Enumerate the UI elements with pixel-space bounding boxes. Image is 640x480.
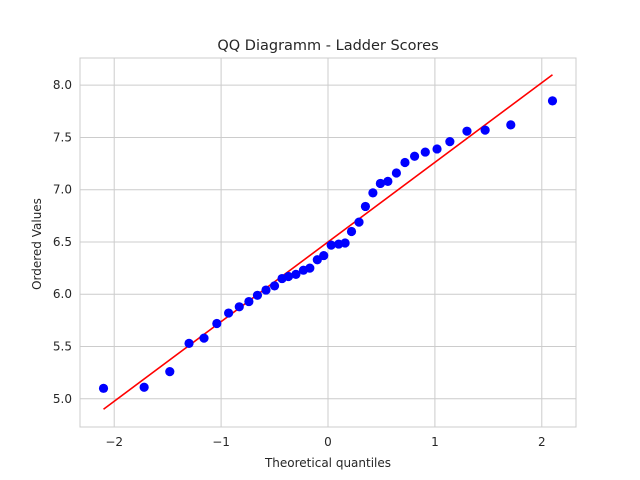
data-point <box>340 238 350 248</box>
data-point <box>252 290 263 300</box>
data-point <box>223 308 234 318</box>
data-point <box>391 168 402 178</box>
x-axis-label: Theoretical quantiles <box>264 456 391 470</box>
x-tick-label: −1 <box>212 435 230 449</box>
data-point <box>98 383 109 393</box>
data-points <box>98 96 558 393</box>
y-tick-label: 7.5 <box>53 130 72 144</box>
data-point <box>319 250 329 261</box>
y-tick-label: 6.5 <box>53 235 72 249</box>
data-point <box>346 226 357 237</box>
y-tick-label: 7.0 <box>53 183 72 197</box>
data-point <box>400 157 410 168</box>
y-tick-label: 5.0 <box>53 392 72 406</box>
data-point <box>269 281 280 291</box>
data-point <box>445 137 455 147</box>
x-tick-label: −2 <box>105 435 123 449</box>
data-point <box>420 147 430 157</box>
data-point <box>234 302 244 312</box>
data-point <box>432 144 442 154</box>
data-point <box>383 176 393 186</box>
data-point <box>409 151 420 161</box>
data-point <box>305 263 315 273</box>
data-point <box>244 296 254 307</box>
data-point <box>354 217 364 227</box>
x-tick-labels: −2 −1 0 1 2 <box>105 435 545 449</box>
data-point <box>462 126 472 136</box>
y-tick-label: 6.0 <box>53 287 72 301</box>
y-gridlines <box>80 84 576 400</box>
x-tick-label: 0 <box>324 435 332 449</box>
plot-frame <box>79 57 577 428</box>
data-point <box>506 120 516 130</box>
data-point <box>547 96 558 106</box>
y-tick-label: 8.0 <box>53 78 72 92</box>
data-point <box>291 269 301 279</box>
data-point <box>375 178 385 189</box>
data-point <box>360 201 371 212</box>
y-axis-label: Ordered Values <box>30 198 44 290</box>
data-point <box>165 366 175 377</box>
x-tick-label: 2 <box>538 435 546 449</box>
x-tick-label: 1 <box>431 435 439 449</box>
data-point <box>212 318 222 329</box>
data-point <box>368 188 378 198</box>
data-point <box>480 125 490 135</box>
data-point <box>261 285 271 295</box>
chart-title: QQ Diagramm - Ladder Scores <box>217 38 438 54</box>
y-tick-labels: 5.0 5.5 6.0 6.5 7.0 7.5 8.0 <box>53 78 72 406</box>
data-point <box>199 333 209 343</box>
data-point <box>326 240 336 250</box>
data-point <box>283 271 294 282</box>
data-point <box>139 382 149 392</box>
data-point <box>184 338 194 348</box>
y-tick-label: 5.5 <box>53 340 72 354</box>
